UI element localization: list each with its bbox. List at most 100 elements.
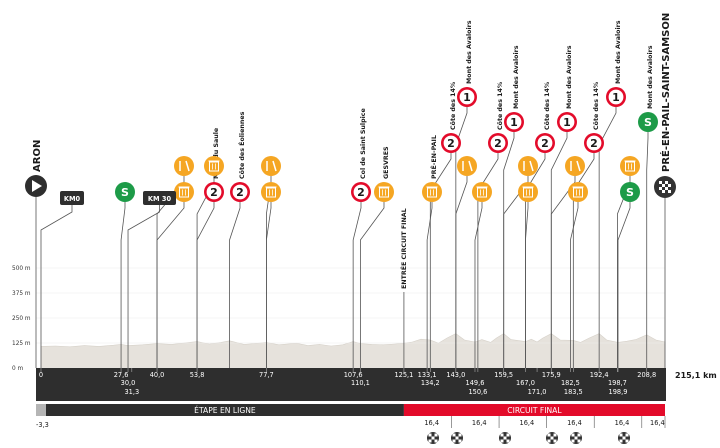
- toilet-circle: [204, 156, 224, 176]
- km-marker-label: 198,9: [609, 388, 628, 396]
- km-bar: [36, 368, 666, 401]
- flag-square: [452, 433, 456, 437]
- marker-line: [570, 202, 579, 368]
- km-marker-label: 53,8: [190, 371, 205, 379]
- flag-square: [458, 439, 462, 443]
- marker-line: [266, 176, 272, 368]
- climb-category-2-icon: 2: [488, 133, 508, 153]
- finish-square: [659, 181, 662, 184]
- point-name-label: PRÉ-EN-PAIL: [429, 135, 438, 179]
- checkered-flag-icon: [570, 432, 582, 444]
- flag-square: [622, 436, 626, 440]
- climb-inner: [506, 114, 522, 130]
- feed-zone-icon: [261, 156, 281, 176]
- flag-square: [506, 439, 510, 443]
- km-marker-label: 198,7: [608, 379, 627, 387]
- point-name-label: Mont des Avaloirs: [615, 20, 622, 84]
- feed-zone-icon: [565, 156, 585, 176]
- flag-square: [547, 439, 551, 443]
- bin-body: [209, 161, 219, 172]
- km-badge-bg: [143, 191, 176, 205]
- finish-name: PRÉ-EN-PAIL-SAINT-SAMSON: [659, 13, 672, 172]
- toilet-circle: [620, 156, 640, 176]
- neutral-start-label: -3,3: [36, 421, 49, 429]
- flag-square: [500, 433, 504, 437]
- toilet-circle: [472, 182, 492, 202]
- marker-line: [120, 202, 126, 368]
- toilet-circle: [374, 182, 394, 202]
- climb-category-label: 2: [541, 137, 549, 150]
- segment-etape-en-ligne: [46, 404, 404, 416]
- lap-distance-label: 16,4: [615, 419, 630, 427]
- start-name: ARON: [32, 140, 43, 172]
- km-badge-bg: [60, 191, 84, 205]
- km-badge-line: [127, 205, 160, 368]
- km-marker-label: 143,0: [446, 371, 465, 379]
- sprint-circle: [620, 182, 640, 202]
- finish-square: [665, 181, 668, 184]
- lap-distance-label: 16,4: [650, 419, 665, 427]
- km-marker-label: 208,8: [637, 371, 656, 379]
- checkered-flag-icon: [451, 432, 463, 444]
- km-marker-label: 110,1: [351, 379, 370, 387]
- sprint-icon: S: [638, 112, 658, 132]
- km-badge-line: [40, 205, 73, 368]
- km-marker-label: 31,3: [124, 388, 139, 396]
- sprint-label: S: [626, 186, 634, 199]
- climb-inner: [608, 89, 624, 105]
- point-name-label: Côte des 14%: [592, 81, 600, 130]
- km-marker-label: 125,1: [394, 371, 413, 379]
- finish-square: [659, 187, 662, 190]
- marker-line: [196, 176, 215, 368]
- marker-line: [429, 153, 452, 368]
- neutral-segment: [36, 404, 46, 416]
- flag-square: [553, 439, 557, 443]
- lap-distance-label: 16,4: [472, 419, 487, 427]
- point-name-label: Mont des Avaloirs: [466, 20, 473, 84]
- climb-category-1-icon: 1: [557, 112, 577, 132]
- total-distance: 215,1 km: [675, 371, 717, 380]
- lap-distance-label: 16,4: [424, 419, 439, 427]
- flag-square: [428, 439, 432, 443]
- sprint-icon: S: [620, 182, 640, 202]
- toilet-icon: [518, 182, 538, 202]
- point-name-label: Mont du Saule: [213, 128, 220, 179]
- climb-category-label: 2: [447, 137, 455, 150]
- climb-category-2-icon: 2: [351, 182, 371, 202]
- marker-line: [503, 176, 529, 368]
- flag-square: [547, 433, 551, 437]
- toilet-circle: [422, 182, 442, 202]
- climb-category-2-icon: 2: [204, 182, 224, 202]
- climb-inner: [353, 184, 369, 200]
- feed-circle: [518, 156, 538, 176]
- km-badge: KM0: [60, 191, 84, 205]
- flag-square: [434, 439, 438, 443]
- sprint-label: S: [121, 186, 129, 199]
- km-marker-label: 175,9: [542, 371, 561, 379]
- climb-inner: [232, 184, 248, 200]
- point-name-label: Mont des Avaloirs: [566, 45, 573, 109]
- km-marker-label: 150,6: [468, 388, 487, 396]
- marker-line: [359, 202, 385, 368]
- km-marker-label: 30,0: [121, 379, 136, 387]
- climb-inner: [559, 114, 575, 130]
- point-name-label: Col de Saint Sulpice: [360, 108, 367, 179]
- km-marker-label: 183,5: [564, 388, 583, 396]
- marker-line: [617, 202, 631, 368]
- toilet-icon: [174, 182, 194, 202]
- finish-square: [662, 184, 665, 187]
- finish-square: [662, 190, 665, 193]
- km-marker-label: 0: [39, 371, 43, 379]
- climb-category-label: 1: [463, 91, 471, 104]
- marker-line: [156, 202, 185, 368]
- km-marker-label: 134,2: [421, 379, 440, 387]
- marker-line: [352, 202, 362, 368]
- climb-category-2-icon: 2: [441, 133, 461, 153]
- play-triangle: [32, 180, 42, 192]
- toilet-circle: [261, 182, 281, 202]
- flag-square: [458, 433, 462, 437]
- point-name-label: Mont des Avaloirs: [647, 45, 654, 109]
- circuit-entry-label: ENTRÉE CIRCUIT FINAL: [399, 208, 408, 289]
- climb-category-label: 1: [612, 91, 620, 104]
